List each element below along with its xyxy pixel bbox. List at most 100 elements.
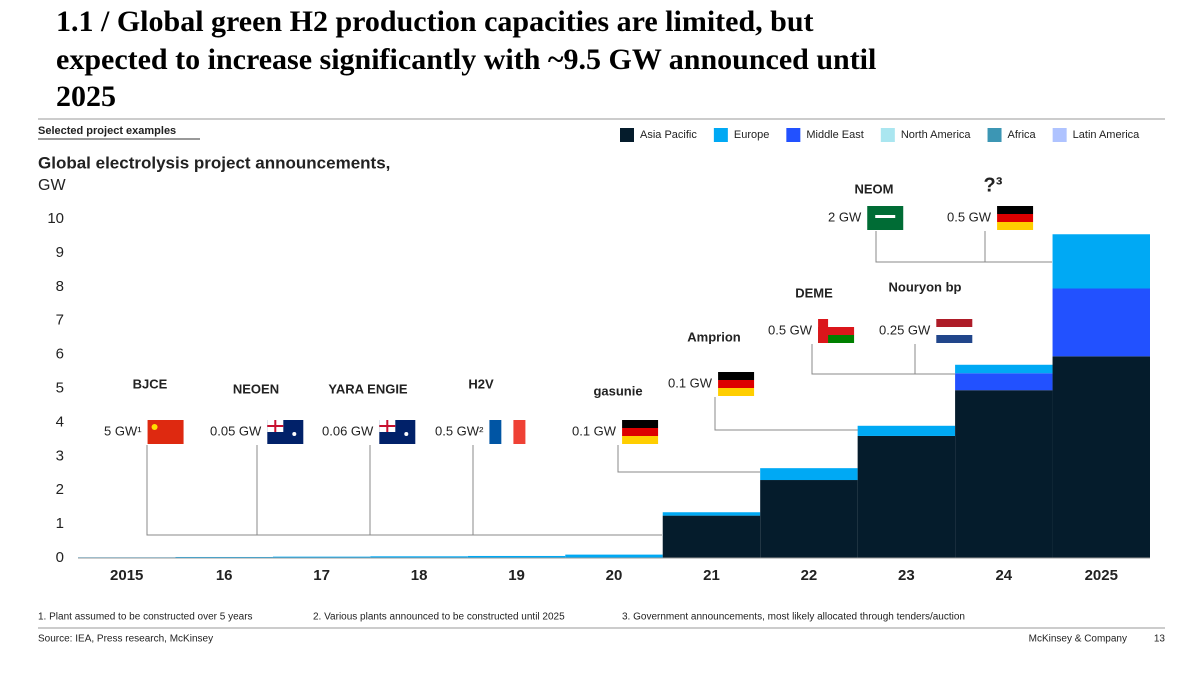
bar-segment (662, 512, 761, 516)
project-logo: YARA ENGIE (328, 381, 408, 396)
bar-segment (1052, 356, 1150, 558)
flag (386, 420, 389, 432)
footnote: 2. Various plants announced to be constr… (313, 612, 565, 623)
chart-title: Global electrolysis project announcement… (38, 153, 390, 172)
legend-swatch (987, 128, 1002, 142)
x-tick-label: 17 (313, 567, 330, 584)
legend-label: Middle East (806, 129, 863, 141)
legend-swatch (786, 128, 801, 142)
legend-label: Asia Pacific (640, 129, 697, 141)
legend-swatch (620, 128, 634, 142)
connector (875, 230, 1052, 263)
project-logo: BJCE (133, 376, 168, 391)
project-logo: gasunie (593, 383, 642, 398)
legend-label: Europe (734, 129, 769, 141)
project-label: 0.5 GW (768, 322, 813, 337)
bar-segment (857, 435, 956, 558)
bar-segment (662, 515, 761, 558)
project-label: 0.05 GW (210, 423, 262, 438)
bar-segment (175, 556, 273, 558)
x-tick-label: 16 (216, 567, 233, 584)
flag (936, 327, 973, 335)
project-label: 0.1 GW (668, 375, 713, 390)
slide-title: expected to increase significantly with … (56, 43, 876, 76)
flag (292, 432, 297, 436)
y-tick-label: 6 (56, 346, 64, 363)
legend-swatch (1052, 128, 1067, 142)
project-logo: ?³ (984, 174, 1003, 196)
x-tick-label: 19 (508, 567, 525, 584)
bar-segment (955, 373, 1053, 391)
y-tick-label: 7 (56, 312, 64, 329)
footnote: 3. Government announcements, most likely… (622, 612, 965, 623)
y-tick-label: 5 (56, 379, 64, 396)
connector (472, 444, 662, 536)
bar-segment (1052, 288, 1150, 357)
connector (146, 444, 662, 536)
project-label: 5 GW¹ (104, 423, 142, 438)
connector (811, 343, 955, 375)
y-tick-label: 3 (56, 447, 64, 464)
y-tick-label: 2 (56, 481, 64, 498)
bar-segment (467, 555, 566, 558)
tag: Selected project examples (38, 125, 176, 137)
flag (274, 420, 277, 432)
project-logo: NEOM (855, 181, 894, 196)
connector (984, 230, 1052, 263)
legend-swatch (880, 128, 895, 142)
y-tick-label: 0 (56, 549, 64, 566)
page-number: 13 (1154, 634, 1166, 645)
project-label: 0.5 GW² (435, 423, 484, 438)
project-label: 0.1 GW (572, 423, 617, 438)
flag (404, 432, 409, 436)
x-tick-label: 23 (898, 567, 915, 584)
x-tick-label: 24 (995, 567, 1012, 584)
chart-subtitle: GW (38, 177, 66, 194)
flag (997, 206, 1034, 214)
project-logo: DEME (795, 285, 833, 300)
project-label: 0.06 GW (322, 423, 374, 438)
bar-segment (272, 556, 371, 558)
flag (936, 319, 973, 327)
project-logo: Amprion (687, 329, 741, 344)
project-label: 0.25 GW (879, 322, 931, 337)
connector (256, 444, 662, 536)
x-tick-label: 2015 (110, 567, 143, 584)
bar-segment (1052, 234, 1150, 289)
flag (147, 420, 184, 444)
bar-segment (857, 425, 956, 436)
flag (718, 372, 755, 380)
flag (151, 424, 158, 430)
flag (513, 420, 526, 444)
flag (489, 420, 502, 444)
bar-segment (760, 480, 858, 558)
legend-label: Latin America (1073, 129, 1141, 141)
bar-segment (760, 468, 858, 481)
bar-segment (565, 554, 663, 558)
flag (718, 380, 755, 388)
y-tick-label: 10 (47, 210, 64, 227)
legend-label: Africa (1008, 129, 1037, 141)
y-tick-label: 4 (56, 413, 64, 430)
flag (622, 428, 659, 436)
flag (818, 327, 855, 335)
x-tick-label: 18 (411, 567, 428, 584)
x-tick-label: 21 (703, 567, 720, 584)
y-tick-label: 1 (56, 515, 64, 532)
slide-title: 1.1 / Global green H2 production capacit… (56, 5, 814, 38)
slide-title: 2025 (56, 80, 116, 113)
project-label: 2 GW (828, 209, 862, 224)
flag (501, 420, 514, 444)
connector (714, 396, 858, 431)
flag (622, 420, 659, 428)
flag (997, 214, 1034, 222)
flag (818, 319, 829, 343)
flag (997, 222, 1034, 230)
project-logo: H2V (468, 376, 494, 391)
company: McKinsey & Company (1029, 634, 1127, 645)
y-tick-label: 9 (56, 244, 64, 261)
x-tick-label: 20 (606, 567, 623, 584)
flag (936, 335, 973, 343)
y-tick-label: 8 (56, 278, 64, 295)
